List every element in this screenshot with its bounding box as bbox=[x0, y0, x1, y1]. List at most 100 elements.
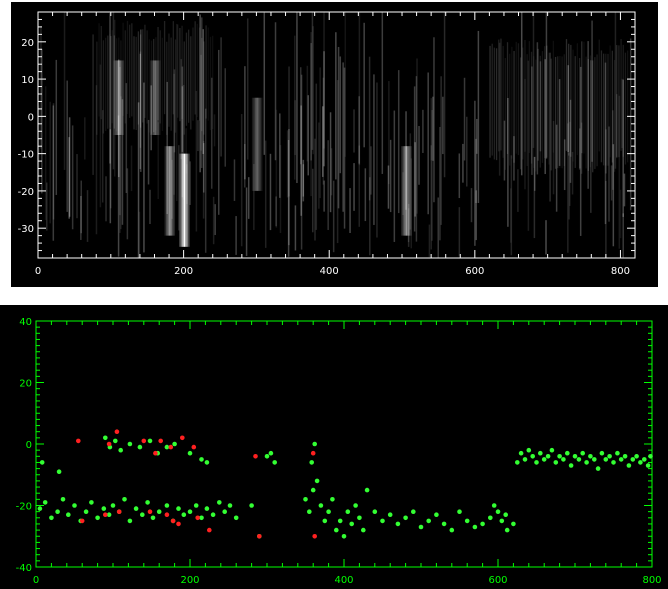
heatmap-band-streak bbox=[587, 59, 589, 171]
heatmap-band-streak bbox=[203, 41, 205, 135]
green-point bbox=[103, 435, 108, 441]
heatmap-band-streak bbox=[194, 21, 196, 115]
heatmap-streak bbox=[99, 64, 102, 208]
heatmap-streak bbox=[244, 66, 246, 180]
heatmap-band-streak bbox=[594, 57, 596, 169]
green-point bbox=[222, 509, 227, 514]
heatmap-streak bbox=[143, 82, 145, 253]
green-point bbox=[334, 527, 339, 533]
heatmap-band-streak bbox=[198, 27, 201, 121]
heatmap-bright-feature bbox=[251, 97, 254, 191]
heatmap-streak bbox=[41, 48, 43, 194]
heatmap-streak bbox=[544, 59, 546, 175]
red-point bbox=[106, 441, 112, 447]
heatmap-bright-feature bbox=[253, 97, 255, 191]
green-point bbox=[55, 509, 60, 514]
heatmap-streak bbox=[458, 207, 461, 257]
heatmap-streak bbox=[363, 22, 365, 148]
heatmap-band-streak bbox=[155, 37, 157, 131]
heatmap-streak bbox=[414, 142, 416, 217]
heatmap-streak bbox=[587, 41, 589, 189]
heatmap-band-streak bbox=[179, 28, 181, 122]
green-point bbox=[89, 500, 94, 505]
heatmap-band-streak bbox=[533, 56, 535, 168]
heatmap-streak bbox=[269, 153, 272, 231]
heatmap-streak bbox=[181, 86, 184, 152]
heatmap-band-streak bbox=[491, 43, 493, 156]
green-point bbox=[172, 441, 177, 447]
heatmap-streak bbox=[296, 12, 298, 184]
heatmap-streak bbox=[139, 51, 142, 148]
heatmap-band-streak bbox=[592, 60, 594, 173]
heatmap-band-streak bbox=[519, 57, 522, 170]
green-point bbox=[110, 503, 116, 508]
heatmap-streak bbox=[536, 42, 539, 175]
heatmap-bright-feature bbox=[118, 60, 120, 135]
heatmap-streak bbox=[211, 77, 213, 189]
x-tick-label: 200 bbox=[174, 266, 193, 277]
heatmap-streak bbox=[84, 117, 86, 160]
heatmap-band-streak bbox=[146, 30, 148, 124]
heatmap-streak bbox=[349, 188, 351, 234]
heatmap-band-streak bbox=[153, 38, 155, 133]
green-point bbox=[380, 518, 385, 524]
heatmap-band-streak bbox=[161, 37, 164, 131]
green-point bbox=[181, 512, 187, 517]
heatmap-streak bbox=[416, 58, 418, 214]
green-point bbox=[526, 447, 532, 453]
green-point bbox=[611, 460, 616, 465]
heatmap-band-streak bbox=[511, 46, 513, 159]
green-point bbox=[372, 509, 378, 514]
heatmap-band-streak bbox=[618, 45, 620, 158]
heatmap-streak bbox=[95, 85, 98, 235]
heatmap-band-streak bbox=[574, 56, 576, 168]
heatmap-bright-feature bbox=[115, 60, 117, 135]
heatmap-bright-feature bbox=[155, 60, 158, 135]
heatmap-streak bbox=[591, 20, 593, 162]
heatmap-streak bbox=[476, 118, 478, 154]
green-point bbox=[576, 457, 582, 462]
heatmap-streak bbox=[68, 117, 71, 217]
heatmap-bright-feature bbox=[149, 60, 152, 135]
green-point bbox=[268, 450, 274, 456]
heatmap-streak bbox=[428, 224, 431, 258]
heatmap-band-streak bbox=[543, 46, 546, 158]
heatmap-bright-feature bbox=[402, 146, 405, 236]
heatmap-streak bbox=[240, 114, 243, 247]
heatmap-streak bbox=[569, 99, 572, 183]
heatmap-streak bbox=[171, 159, 173, 219]
green-point bbox=[642, 457, 647, 462]
red-point bbox=[76, 438, 81, 444]
green-point bbox=[522, 457, 528, 462]
green-point bbox=[387, 512, 393, 517]
heatmap-streak bbox=[458, 153, 461, 199]
heatmap-streak bbox=[214, 204, 216, 236]
heatmap-streak bbox=[212, 196, 215, 245]
green-point bbox=[499, 518, 505, 524]
heatmap-streak bbox=[358, 96, 360, 164]
heatmap-streak bbox=[149, 189, 151, 225]
heatmap-streak bbox=[409, 133, 412, 230]
heatmap-streak bbox=[121, 99, 124, 225]
heatmap-streak bbox=[147, 119, 150, 185]
heatmap-streak bbox=[432, 96, 434, 161]
heatmap-streak bbox=[387, 165, 390, 209]
green-point bbox=[199, 515, 204, 521]
heatmap-streak bbox=[318, 122, 320, 209]
heatmap-bright-feature bbox=[152, 60, 155, 135]
heatmap-streak bbox=[213, 114, 216, 147]
heatmap-bright-feature bbox=[170, 146, 173, 236]
heatmap-streak bbox=[279, 113, 281, 198]
green-point bbox=[480, 521, 485, 527]
heatmap-band-streak bbox=[528, 41, 531, 153]
heatmap-streak bbox=[312, 26, 314, 155]
heatmap-streak bbox=[182, 84, 185, 200]
heatmap-streak bbox=[178, 145, 180, 231]
heatmap-band-streak bbox=[126, 20, 129, 115]
green-point bbox=[187, 509, 193, 514]
heatmap-streak bbox=[605, 129, 607, 174]
heatmap-streak bbox=[287, 140, 290, 257]
green-point bbox=[495, 509, 501, 514]
heatmap-band-streak bbox=[190, 36, 192, 130]
